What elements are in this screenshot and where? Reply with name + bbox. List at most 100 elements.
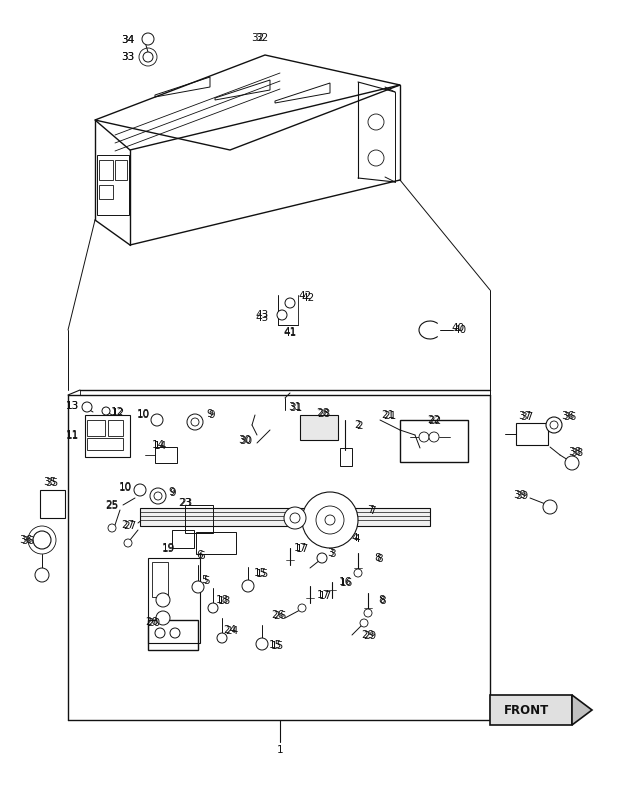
Text: 17: 17: [295, 544, 309, 554]
Circle shape: [565, 456, 579, 470]
Polygon shape: [572, 695, 592, 725]
Text: 17: 17: [293, 543, 307, 553]
Text: 36: 36: [19, 535, 33, 545]
Text: 25: 25: [105, 501, 118, 511]
Bar: [148, 558, 200, 643]
Circle shape: [298, 604, 306, 612]
Bar: [148, 620, 198, 650]
Bar: [85, 415, 130, 457]
Text: 31: 31: [290, 403, 303, 413]
Circle shape: [368, 114, 384, 130]
Bar: [155, 447, 177, 463]
Text: 25: 25: [105, 500, 118, 510]
Text: 4: 4: [353, 534, 360, 544]
Circle shape: [290, 513, 300, 523]
Circle shape: [550, 421, 558, 429]
Text: 40: 40: [451, 323, 464, 333]
Text: 10: 10: [136, 410, 149, 420]
Text: 9: 9: [169, 487, 175, 497]
Text: 7: 7: [369, 506, 375, 516]
Text: 15: 15: [268, 640, 281, 650]
Text: 10: 10: [118, 483, 131, 493]
Bar: [152, 562, 168, 597]
Text: 35: 35: [45, 478, 59, 488]
Text: 37: 37: [520, 412, 534, 422]
Text: 9: 9: [209, 410, 215, 420]
Text: 6: 6: [197, 550, 203, 560]
Text: 36: 36: [564, 412, 577, 422]
Text: 35: 35: [43, 477, 56, 487]
Circle shape: [364, 609, 372, 617]
Text: eReplacementParts.com: eReplacementParts.com: [250, 515, 370, 525]
Circle shape: [156, 593, 170, 607]
Text: 24: 24: [223, 625, 237, 635]
Text: 27: 27: [122, 520, 135, 530]
Text: 20: 20: [146, 617, 159, 627]
Bar: [87, 420, 105, 436]
Bar: [490, 695, 572, 725]
Text: 8: 8: [374, 553, 381, 563]
Text: 3: 3: [329, 549, 335, 559]
Text: 26: 26: [273, 611, 286, 621]
Circle shape: [154, 492, 162, 500]
Text: 30: 30: [239, 435, 252, 445]
Bar: [87, 438, 123, 450]
Text: 5: 5: [202, 575, 208, 585]
Circle shape: [170, 628, 180, 638]
Text: 21: 21: [381, 410, 394, 420]
Text: 11: 11: [65, 430, 79, 440]
Text: 8: 8: [377, 554, 383, 564]
Text: 8: 8: [379, 595, 385, 605]
Text: 38: 38: [569, 447, 582, 457]
Text: 19: 19: [161, 543, 175, 553]
Text: 41: 41: [283, 328, 296, 338]
Bar: [516, 423, 548, 445]
Bar: [300, 415, 338, 440]
Circle shape: [277, 310, 287, 320]
Text: 13: 13: [65, 401, 79, 411]
Bar: [185, 505, 213, 533]
Circle shape: [33, 531, 51, 549]
Text: 5: 5: [204, 576, 210, 586]
Circle shape: [191, 418, 199, 426]
Text: 34: 34: [122, 35, 135, 45]
Text: 36: 36: [21, 536, 35, 546]
Text: 9: 9: [206, 409, 213, 419]
Circle shape: [242, 580, 254, 592]
Text: 3: 3: [327, 548, 334, 558]
Text: 15: 15: [255, 569, 268, 579]
Circle shape: [217, 633, 227, 643]
Text: 10: 10: [118, 482, 131, 492]
Text: 43: 43: [255, 313, 268, 323]
Text: 2: 2: [356, 421, 363, 431]
Text: 29: 29: [363, 631, 376, 641]
Text: 34: 34: [122, 35, 135, 45]
Bar: [196, 532, 236, 554]
Text: 17: 17: [319, 591, 332, 601]
Text: 1: 1: [277, 745, 283, 755]
Text: 27: 27: [123, 521, 136, 531]
Bar: [172, 530, 194, 548]
Text: 16: 16: [339, 578, 353, 588]
Text: 13: 13: [65, 401, 79, 411]
Text: 9: 9: [170, 488, 176, 498]
Text: 8: 8: [379, 596, 386, 606]
Text: 11: 11: [65, 431, 79, 441]
Circle shape: [354, 569, 362, 577]
Text: 2: 2: [355, 420, 361, 430]
Circle shape: [543, 500, 557, 514]
Text: 7: 7: [366, 505, 373, 515]
Bar: [99, 185, 113, 199]
Text: 22: 22: [427, 415, 441, 425]
Text: 18: 18: [218, 596, 231, 606]
Text: 32: 32: [251, 33, 265, 43]
Circle shape: [155, 628, 165, 638]
Text: 33: 33: [122, 52, 135, 62]
Circle shape: [192, 581, 204, 593]
Circle shape: [256, 638, 268, 650]
Text: 31: 31: [288, 402, 301, 412]
Bar: [108, 420, 123, 436]
Text: 39: 39: [513, 490, 526, 500]
Circle shape: [134, 484, 146, 496]
Text: 10: 10: [136, 409, 149, 419]
